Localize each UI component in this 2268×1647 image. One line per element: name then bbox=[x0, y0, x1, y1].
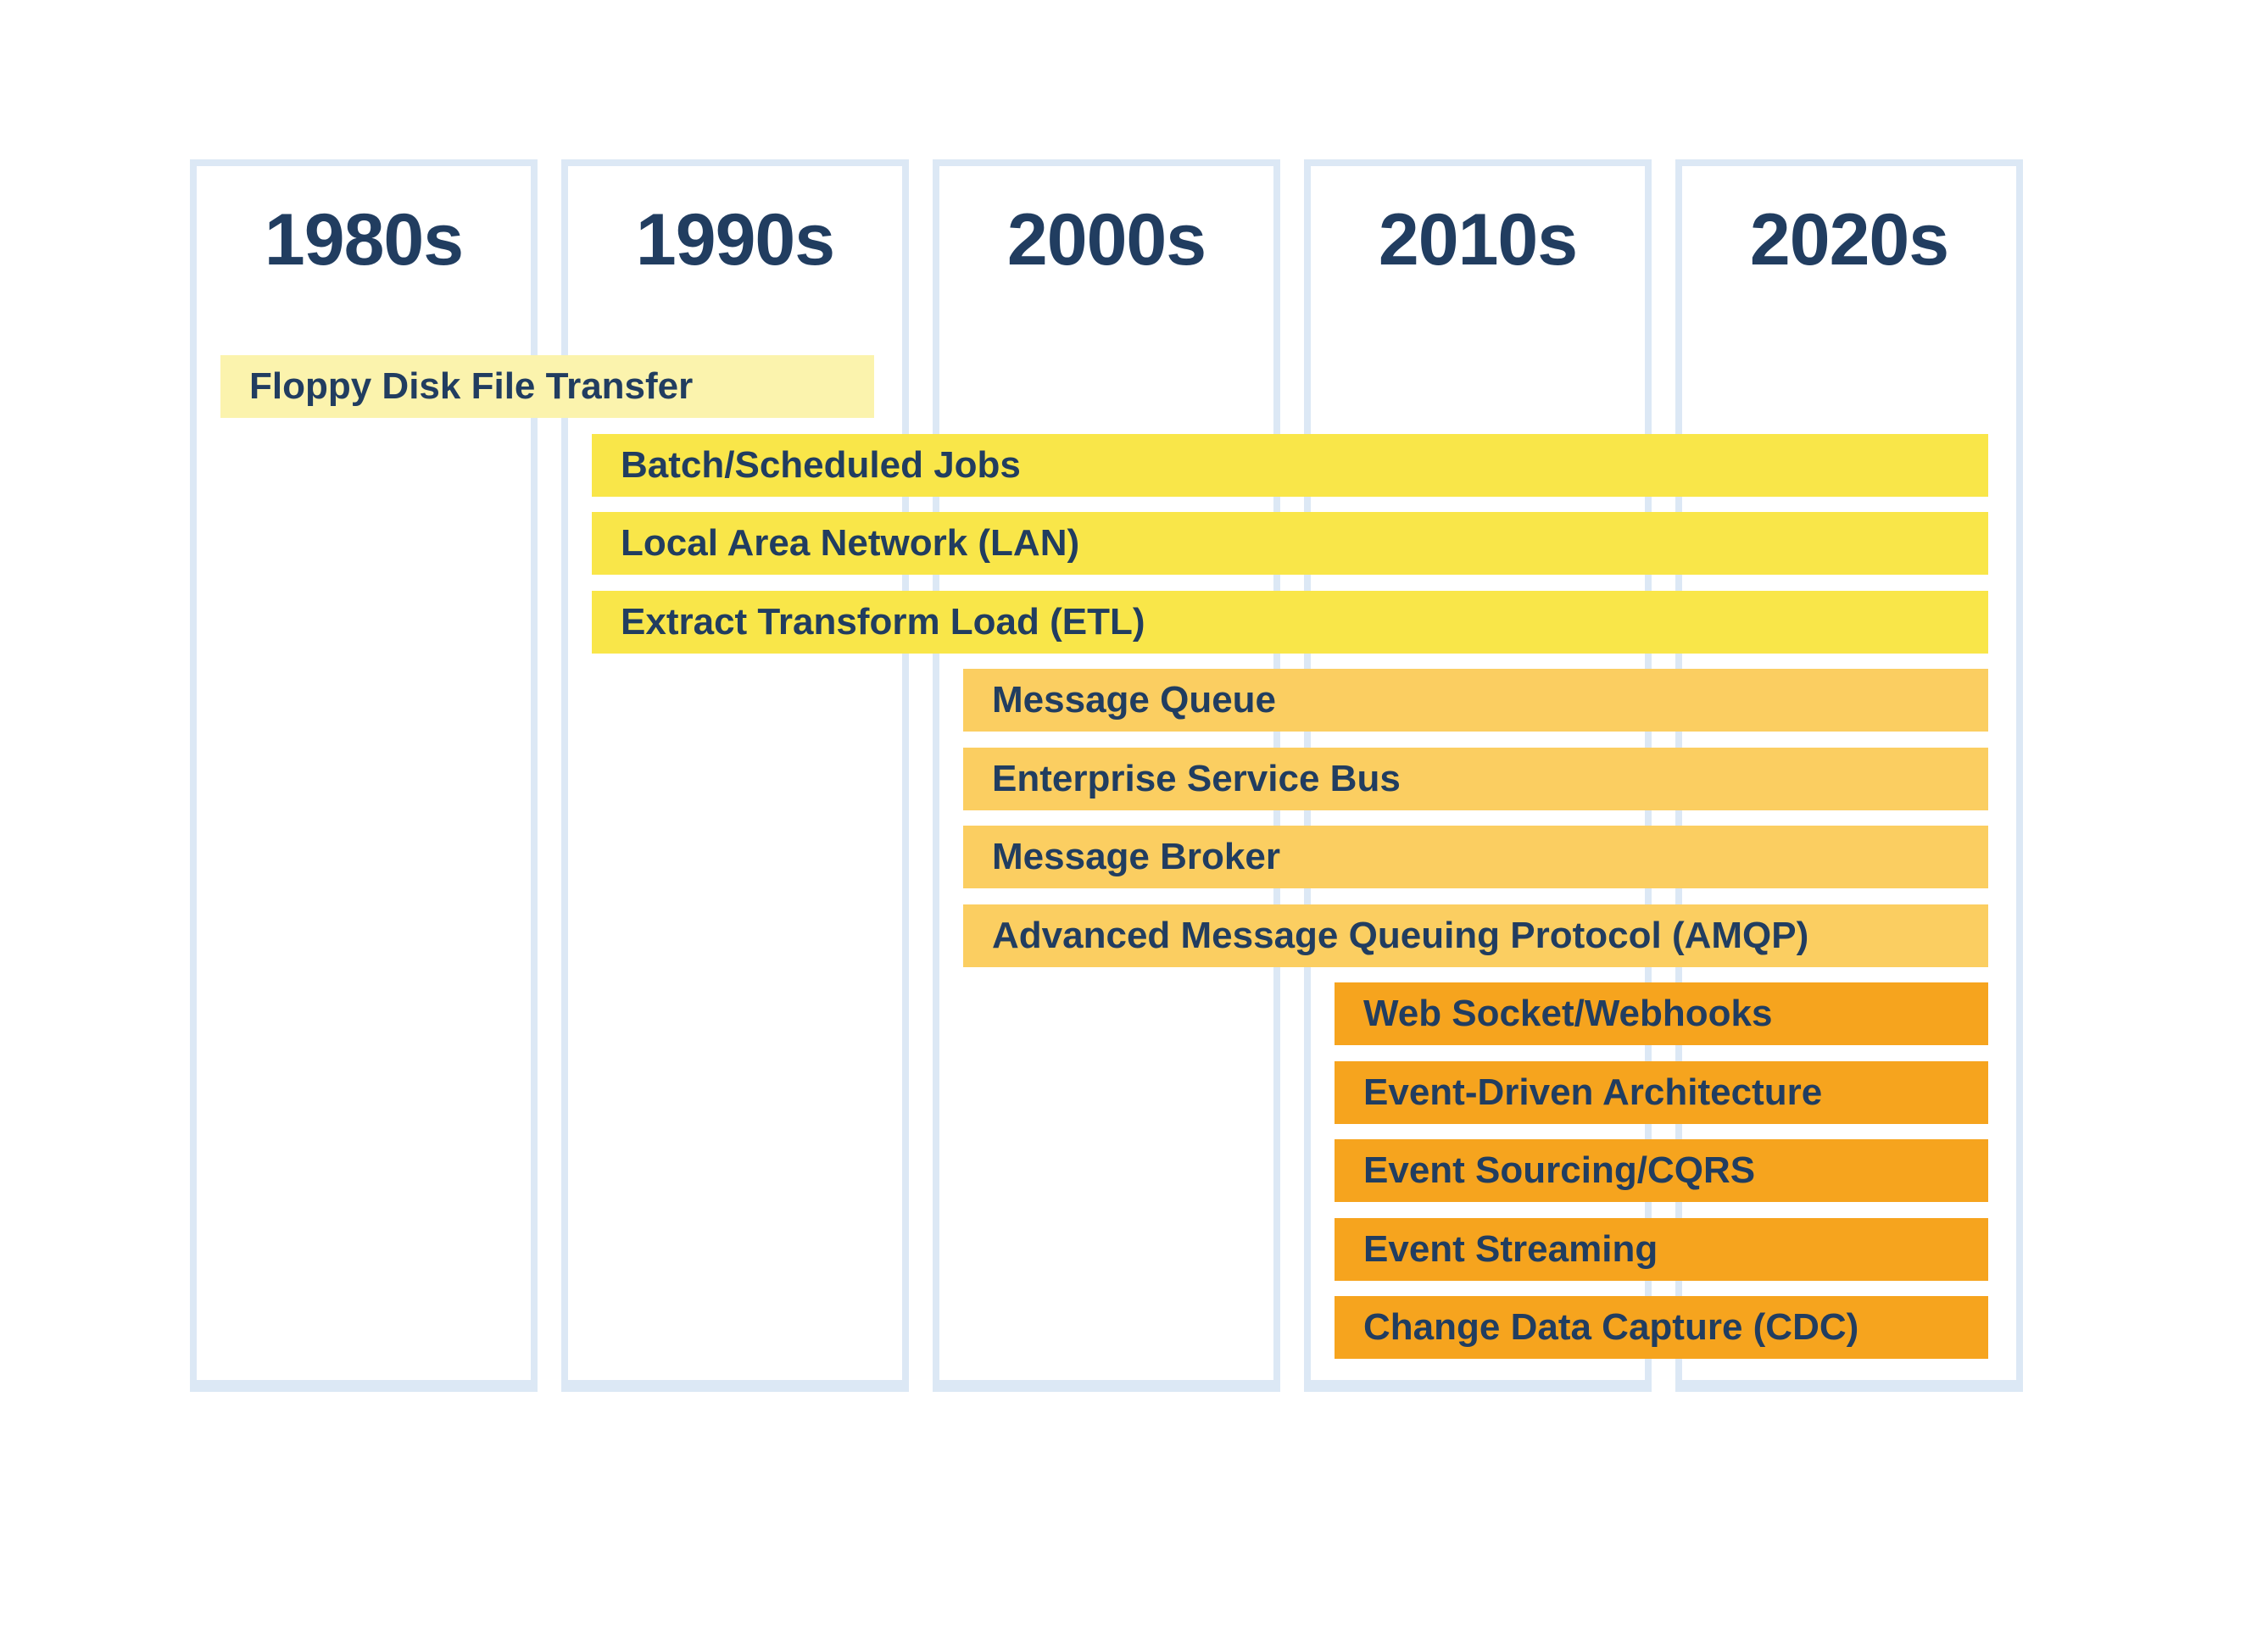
timeline-bar-label: Local Area Network (LAN) bbox=[621, 522, 1080, 564]
timeline-bar: Floppy Disk File Transfer bbox=[220, 355, 874, 418]
timeline-bar: Event Streaming bbox=[1335, 1218, 1988, 1281]
timeline-bar: Message Queue bbox=[963, 669, 1988, 732]
timeline-bar: Enterprise Service Bus bbox=[963, 748, 1988, 810]
timeline-bar-label: Change Data Capture (CDC) bbox=[1363, 1306, 1859, 1348]
timeline-bar-label: Message Broker bbox=[992, 836, 1280, 877]
timeline-bar-label: Message Queue bbox=[992, 679, 1277, 721]
timeline-bar-label: Advanced Message Queuing Protocol (AMQP) bbox=[992, 915, 1809, 956]
decade-column-1980s: 1980s bbox=[190, 159, 538, 1392]
timeline-bar: Web Socket/Webhooks bbox=[1335, 982, 1988, 1045]
timeline-bar: Event-Driven Architecture bbox=[1335, 1061, 1988, 1124]
timeline-bar-label: Batch/Scheduled Jobs bbox=[621, 444, 1021, 486]
decade-column-1990s: 1990s bbox=[561, 159, 909, 1392]
decade-label: 1980s bbox=[264, 199, 464, 281]
timeline-bar-label: Event Streaming bbox=[1363, 1228, 1658, 1270]
timeline-bar-label: Floppy Disk File Transfer bbox=[249, 365, 694, 407]
timeline-bar-label: Event Sourcing/CQRS bbox=[1363, 1149, 1756, 1191]
decade-label: 1990s bbox=[635, 199, 835, 281]
timeline-bar-label: Enterprise Service Bus bbox=[992, 758, 1401, 799]
timeline-bar: Batch/Scheduled Jobs bbox=[592, 434, 1988, 497]
timeline-bar: Extract Transform Load (ETL) bbox=[592, 591, 1988, 654]
timeline-bar-label: Event-Driven Architecture bbox=[1363, 1071, 1823, 1113]
timeline-bar: Local Area Network (LAN) bbox=[592, 512, 1988, 575]
decade-label: 2020s bbox=[1749, 199, 1949, 281]
decade-label: 2000s bbox=[1006, 199, 1206, 281]
decade-label: 2010s bbox=[1378, 199, 1578, 281]
timeline-bar-label: Web Socket/Webhooks bbox=[1363, 993, 1773, 1034]
timeline-bar: Message Broker bbox=[963, 826, 1988, 888]
timeline-bar: Event Sourcing/CQRS bbox=[1335, 1139, 1988, 1202]
timeline-bar-label: Extract Transform Load (ETL) bbox=[621, 601, 1145, 643]
timeline-bar: Change Data Capture (CDC) bbox=[1335, 1296, 1988, 1359]
timeline-bar: Advanced Message Queuing Protocol (AMQP) bbox=[963, 904, 1988, 967]
